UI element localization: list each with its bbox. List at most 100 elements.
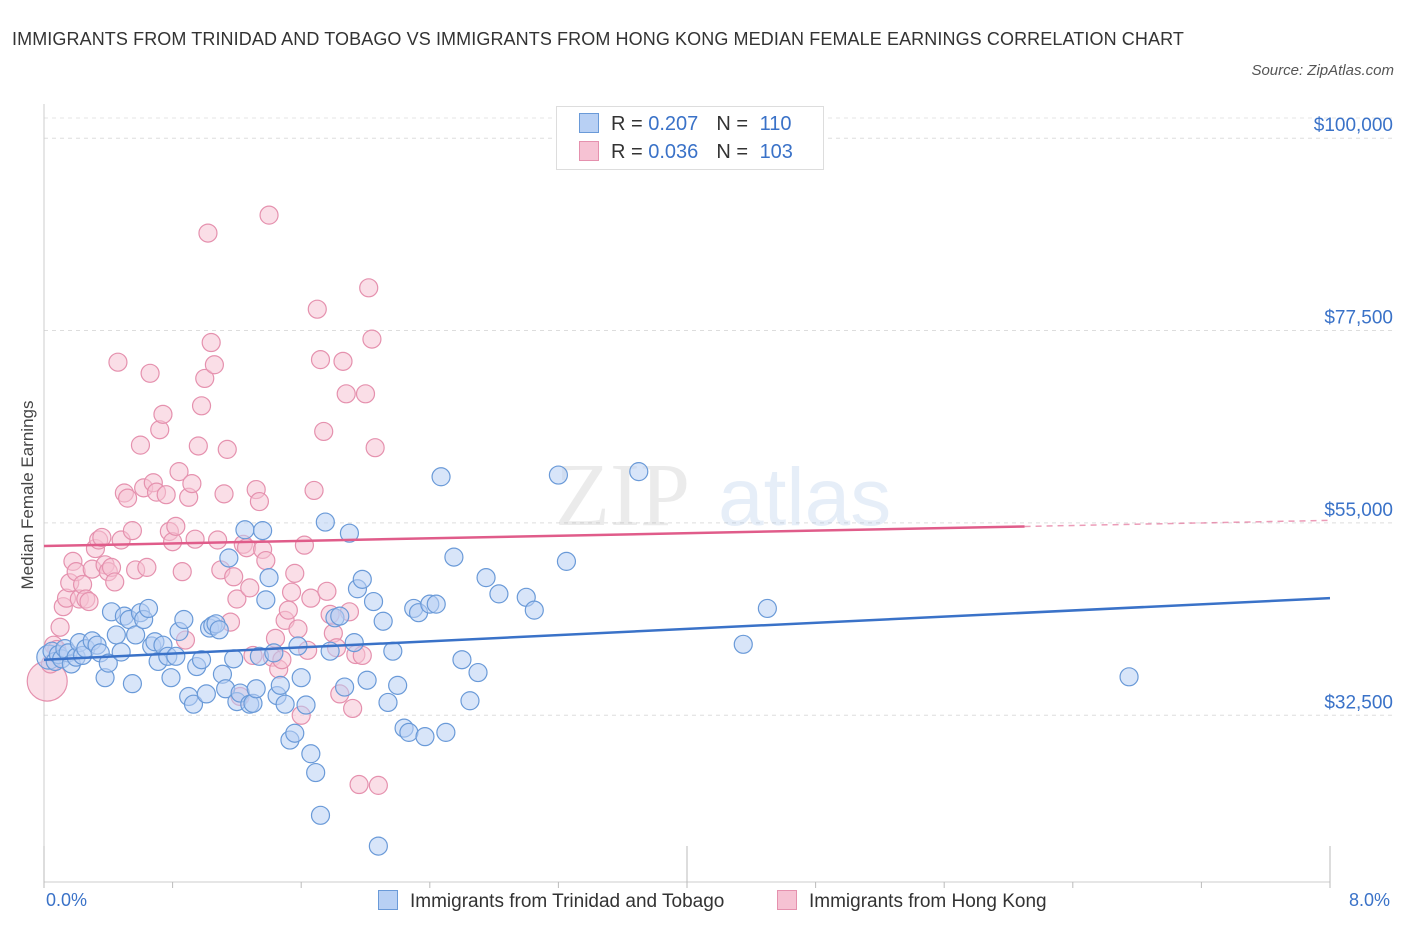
x-axis-max-label: 8.0% (1349, 890, 1391, 910)
data-point (130, 435, 151, 455)
chart-source: Source: ZipAtlas.com (1251, 62, 1394, 79)
data-point (355, 384, 376, 404)
trend-line-solid (43, 525, 1025, 548)
data-point (249, 491, 270, 512)
y-tick-label-0: $32,500 (1324, 692, 1393, 713)
data-point (174, 609, 194, 630)
data-point (253, 521, 273, 541)
data-point (256, 590, 276, 610)
data-point (306, 762, 326, 783)
data-point (259, 205, 279, 225)
data-point (183, 694, 204, 714)
y-tick-label-1: $55,000 (1324, 500, 1393, 521)
data-point (476, 568, 496, 588)
data-point (333, 351, 353, 371)
legend-label: Immigrants from Trinidad and Tobago (410, 891, 725, 912)
data-point (368, 775, 388, 795)
data-point (166, 646, 186, 666)
data-point (50, 617, 70, 637)
r-value: 0.207 (648, 113, 699, 135)
data-point (335, 677, 355, 697)
data-point (314, 421, 334, 442)
n-label: N = (716, 113, 754, 135)
data-point (629, 462, 649, 482)
data-point (452, 650, 472, 670)
data-point (733, 634, 753, 654)
watermark-zip: ZIP (555, 446, 690, 545)
data-point (336, 384, 356, 404)
data-point (137, 557, 157, 577)
data-point (227, 589, 247, 609)
data-point (191, 396, 212, 416)
data-point (270, 675, 290, 695)
data-point (198, 223, 218, 243)
n-value: 110 (759, 113, 792, 135)
data-point (330, 606, 350, 626)
data-point (281, 582, 302, 602)
data-point (757, 598, 777, 619)
data-point (264, 643, 284, 663)
data-point (349, 774, 369, 795)
data-point (278, 600, 298, 620)
data-point (436, 722, 456, 742)
data-point (182, 473, 202, 494)
data-point (208, 530, 228, 550)
data-point (185, 529, 205, 549)
data-point (106, 625, 126, 645)
data-point (365, 438, 385, 458)
data-point (378, 692, 398, 713)
data-point (383, 641, 403, 661)
stats-legend: R = 0.207 N = 110 R = 0.036 N = 103 (556, 106, 824, 170)
y-tick-labels: $32,500 $55,000 $77,500 $100,000 (1314, 115, 1393, 713)
n-label: N = (716, 141, 754, 163)
y-tick-label-3: $100,000 (1314, 115, 1393, 136)
data-point (357, 670, 377, 690)
data-point (444, 547, 464, 567)
data-point (359, 278, 379, 298)
data-point (98, 653, 118, 673)
data-point (524, 600, 544, 620)
data-point (388, 675, 408, 695)
r-label: R = (611, 113, 649, 135)
data-point (310, 805, 331, 825)
legend-swatch-pink (579, 141, 599, 161)
data-point (460, 691, 480, 711)
data-point (291, 668, 311, 688)
legend-swatch-pink (777, 890, 797, 910)
data-point (431, 467, 451, 487)
series-legend: Immigrants from Trinidad and Tobago Immi… (0, 888, 1406, 918)
data-point (1119, 667, 1139, 687)
legend-item-hong-kong: Immigrants from Hong Kong (777, 890, 1047, 913)
r-label: R = (611, 141, 649, 163)
data-point (156, 485, 176, 505)
data-point (310, 350, 331, 370)
data-point (240, 578, 260, 598)
data-point (315, 512, 335, 532)
data-point (153, 404, 173, 424)
data-point (468, 662, 488, 683)
data-point (339, 523, 360, 543)
stats-row-blue: R = 0.207 N = 110 (579, 113, 791, 139)
gridlines (44, 117, 1394, 716)
data-point (224, 567, 244, 587)
data-point (217, 439, 237, 459)
data-point (138, 598, 159, 619)
data-point (304, 480, 324, 501)
data-point (235, 520, 255, 540)
data-point (352, 569, 372, 589)
data-point (373, 611, 393, 631)
data-point (166, 516, 186, 536)
legend-swatch-blue (378, 890, 398, 910)
data-point (399, 722, 419, 742)
r-value: 0.036 (648, 141, 699, 163)
data-point (196, 684, 216, 704)
watermark: ZIP atlas (555, 446, 891, 545)
data-point (105, 572, 125, 592)
trend-line (43, 596, 1331, 661)
data-point (122, 521, 143, 541)
stats-row-pink: R = 0.036 N = 103 (579, 141, 793, 167)
data-point (209, 620, 229, 640)
data-point (214, 484, 234, 504)
y-tick-label-2: $77,500 (1324, 308, 1393, 329)
data-point (92, 527, 112, 548)
